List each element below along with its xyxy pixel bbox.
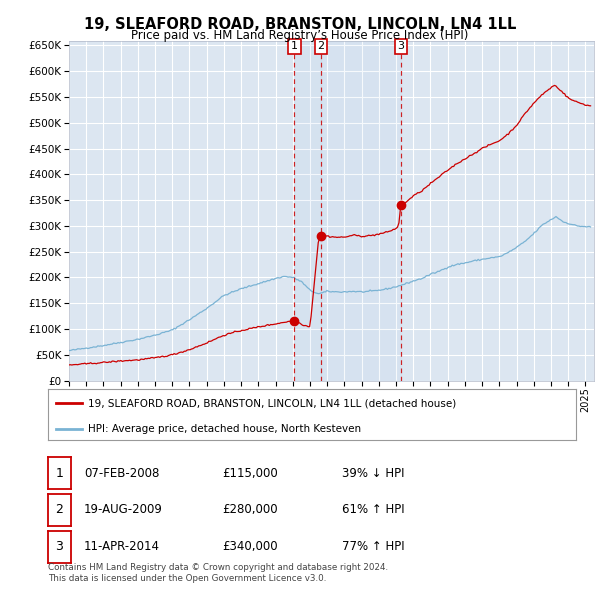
Text: 61% ↑ HPI: 61% ↑ HPI <box>342 503 404 516</box>
Text: 11-APR-2014: 11-APR-2014 <box>84 540 160 553</box>
Text: Contains HM Land Registry data © Crown copyright and database right 2024.: Contains HM Land Registry data © Crown c… <box>48 563 388 572</box>
Bar <box>295 41 321 381</box>
Text: 3: 3 <box>397 41 404 51</box>
Bar <box>321 41 401 381</box>
Text: £340,000: £340,000 <box>222 540 278 553</box>
Text: 2: 2 <box>55 503 64 516</box>
Text: £115,000: £115,000 <box>222 467 278 480</box>
Text: 19-AUG-2009: 19-AUG-2009 <box>84 503 163 516</box>
Text: 19, SLEAFORD ROAD, BRANSTON, LINCOLN, LN4 1LL (detached house): 19, SLEAFORD ROAD, BRANSTON, LINCOLN, LN… <box>88 398 456 408</box>
Text: 39% ↓ HPI: 39% ↓ HPI <box>342 467 404 480</box>
Text: 1: 1 <box>55 467 64 480</box>
Text: 19, SLEAFORD ROAD, BRANSTON, LINCOLN, LN4 1LL: 19, SLEAFORD ROAD, BRANSTON, LINCOLN, LN… <box>84 17 516 31</box>
Text: 2: 2 <box>317 41 325 51</box>
Text: 07-FEB-2008: 07-FEB-2008 <box>84 467 160 480</box>
Text: 1: 1 <box>291 41 298 51</box>
Text: £280,000: £280,000 <box>222 503 278 516</box>
Text: This data is licensed under the Open Government Licence v3.0.: This data is licensed under the Open Gov… <box>48 573 326 583</box>
Text: HPI: Average price, detached house, North Kesteven: HPI: Average price, detached house, Nort… <box>88 424 361 434</box>
Text: 77% ↑ HPI: 77% ↑ HPI <box>342 540 404 553</box>
Text: 3: 3 <box>55 540 64 553</box>
Text: Price paid vs. HM Land Registry’s House Price Index (HPI): Price paid vs. HM Land Registry’s House … <box>131 30 469 42</box>
